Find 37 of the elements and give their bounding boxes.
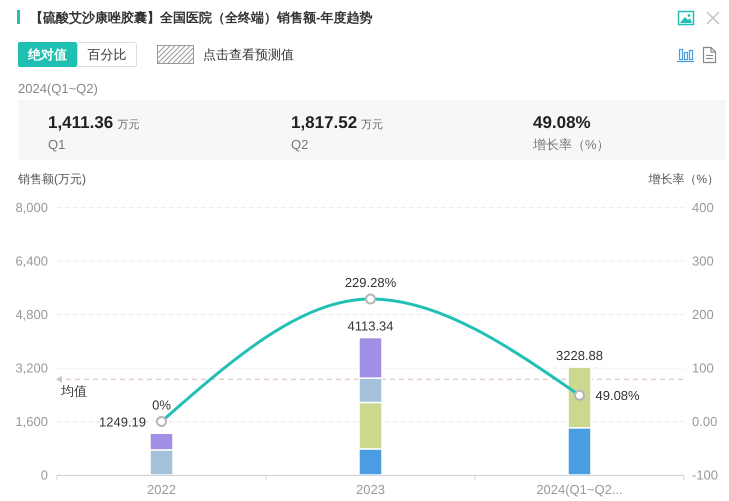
text: 万元: [361, 119, 384, 131]
y2-tick-label: 0.00: [692, 414, 718, 430]
y-tick-label: 1,600: [15, 414, 48, 430]
y-tick-label: 0: [40, 468, 48, 482]
text: 万元: [117, 119, 140, 131]
text: 49.08%: [533, 113, 591, 132]
text: Q1: [48, 137, 66, 152]
text: 2024(Q1~Q2): [18, 81, 98, 96]
y-tick-label: 8,000: [15, 200, 48, 216]
y2-axis-title: 增长率（%）: [647, 172, 719, 186]
text: 1,411.36: [48, 113, 114, 132]
legend-label: 均值: [60, 383, 87, 398]
y2-tick-label: -100: [692, 468, 718, 482]
y2-tick-label: 200: [692, 307, 714, 322]
chart-title: 【硫酸艾沙康唑胶囊】全国医院（全终端）销售额-年度趋势: [30, 10, 372, 25]
data-label: 49.08%: [596, 388, 640, 403]
total-label: 4113.34: [347, 318, 394, 334]
y2-tick-label: 400: [692, 200, 714, 216]
text: 绝对值: [27, 47, 67, 62]
y-tick-label: 3,200: [15, 360, 48, 376]
data-label: 229.28%: [344, 274, 397, 290]
text: Q2: [291, 137, 308, 152]
x-tick-label: 2024(Q1~Q2...: [536, 482, 623, 497]
y2-tick-label: 100: [692, 360, 714, 376]
x-tick-label: 2023: [356, 482, 385, 497]
data-label: 0%: [152, 398, 172, 413]
text: 增长率（%）: [532, 137, 610, 152]
text: 百分比: [88, 47, 126, 62]
y-tick-label: 4,800: [15, 307, 48, 322]
y-axis-title: 销售额(万元): [17, 172, 86, 186]
total-label: 3228.88: [556, 348, 603, 364]
text: 点击查看预测值: [203, 47, 294, 62]
total-label: 1249.19: [99, 414, 146, 430]
x-tick-label: 2022: [147, 482, 176, 497]
y-tick-label: 6,400: [15, 254, 48, 269]
y2-tick-label: 300: [692, 254, 714, 269]
text: 1,817.52: [291, 113, 358, 132]
